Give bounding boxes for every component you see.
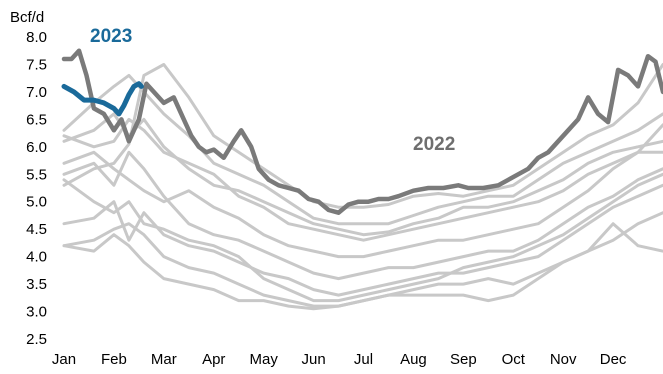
y-axis-ticks: 8.0 7.5 7.0 6.5 6.0 5.5 5.0 4.5 4.0 3.5 3.0 2.5 bbox=[26, 29, 47, 348]
y-tick-label: 2.5 bbox=[26, 331, 47, 348]
x-tick-label: Nov bbox=[550, 351, 577, 368]
y-tick-label: 7.5 bbox=[26, 56, 47, 73]
series-line-historical bbox=[62, 150, 663, 281]
x-tick-label: Aug bbox=[400, 351, 427, 368]
x-tick-label: Feb bbox=[101, 351, 127, 368]
series-line-2022 bbox=[61, 48, 663, 215]
series-line-historical bbox=[62, 172, 663, 303]
y-tick-label: 6.0 bbox=[26, 139, 47, 156]
x-tick-label: May bbox=[249, 351, 278, 368]
y-tick-label: 3.5 bbox=[26, 276, 47, 293]
x-tick-label: Jul bbox=[354, 351, 373, 368]
annotation-2023: 2023 bbox=[90, 26, 132, 47]
x-axis-ticks: Jan Feb Mar Apr May Jun Jul Aug Sep Oct Nov Dec bbox=[52, 351, 627, 368]
x-tick-label: Jan bbox=[52, 351, 76, 368]
series-line-historical bbox=[62, 150, 663, 259]
x-tick-label: Apr bbox=[202, 351, 225, 368]
x-tick-label: Jun bbox=[301, 351, 325, 368]
y-unit-label: Bcf/d bbox=[10, 9, 44, 26]
series-line-2023 bbox=[61, 81, 144, 117]
series-line-historical bbox=[62, 117, 663, 242]
y-tick-label: 8.0 bbox=[26, 29, 47, 46]
series-line-historical bbox=[62, 73, 663, 226]
historical-year-lines bbox=[62, 63, 663, 311]
y-tick-label: 3.0 bbox=[26, 304, 47, 321]
x-tick-label: Mar bbox=[151, 351, 177, 368]
y-tick-label: 7.0 bbox=[26, 84, 47, 101]
series-line-historical bbox=[62, 112, 663, 237]
x-tick-label: Dec bbox=[600, 351, 627, 368]
y-tick-label: 6.5 bbox=[26, 111, 47, 128]
y-tick-label: 4.5 bbox=[26, 221, 47, 238]
y-tick-label: 5.0 bbox=[26, 194, 47, 211]
highlighted-year-lines bbox=[61, 48, 663, 215]
series-line-historical bbox=[62, 222, 663, 311]
series-line-historical bbox=[62, 63, 663, 209]
annotation-2022: 2022 bbox=[413, 134, 455, 155]
x-tick-label: Oct bbox=[502, 351, 526, 368]
x-tick-label: Sep bbox=[450, 351, 477, 368]
y-tick-label: 4.0 bbox=[26, 249, 47, 266]
y-tick-label: 5.5 bbox=[26, 166, 47, 183]
series-line-historical bbox=[62, 183, 663, 297]
